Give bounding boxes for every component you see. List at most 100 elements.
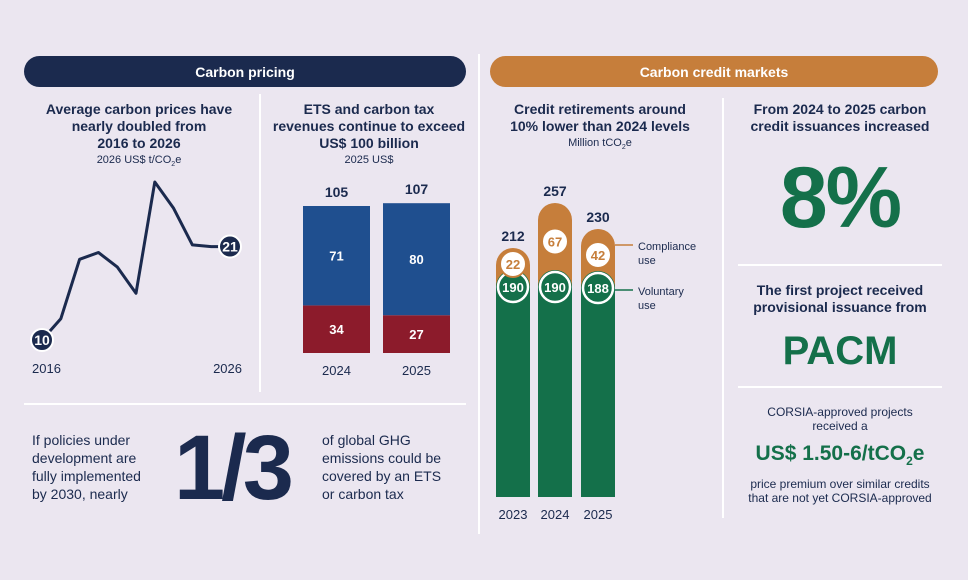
revenue-bar-segment-top [383, 203, 450, 316]
pacm-name: PACM [782, 329, 898, 373]
compliance-value-badge [541, 227, 569, 256]
x-tick-label: 2023 [499, 507, 528, 522]
carbon-price-line-chart: 10 21 2016 2026 [30, 180, 242, 376]
voluntary-value-label: 190 [544, 280, 566, 295]
issuance-increase-value: 8% [779, 150, 902, 246]
x-tick-label: 2026 [213, 361, 242, 376]
title-line: From 2024 to 2025 carbon [753, 101, 927, 117]
title-line: nearly doubled from [71, 118, 207, 134]
retirement-total-label: 212 [501, 228, 525, 244]
banner-label: Carbon pricing [195, 63, 295, 80]
policy-text-right: of global GHG emissions could be covered… [322, 431, 472, 503]
legend-text-line: use [638, 255, 656, 267]
unit-sub: 2 [621, 144, 626, 152]
title-line: 2016 to 2026 [97, 135, 181, 151]
price-point-marker [30, 328, 54, 352]
corsia-premium-value: US$ 1.50-6/tCO2e [732, 441, 948, 474]
legend-text-line: use [638, 300, 656, 312]
text-line: by 2030, nearly [32, 486, 128, 502]
unit-text: Million tCO [568, 137, 622, 149]
voluntary-bar-base [538, 480, 572, 497]
legend-compliance-label: Compliance use [638, 241, 696, 267]
price-point-marker [218, 234, 242, 259]
chart3-title: Credit retirements around 10% lower than… [482, 101, 718, 135]
text-line: fully implemented [32, 468, 141, 484]
voluntary-value-badge [538, 270, 572, 304]
divider [738, 264, 942, 266]
text-line: price premium over similar credits [750, 477, 930, 491]
text-line: or carbon tax [322, 486, 404, 502]
divider [478, 54, 480, 534]
text-line: of global GHG [322, 432, 411, 448]
revenue-bar-segment-bottom [383, 315, 450, 353]
title-line: Average carbon prices have [45, 101, 233, 117]
text-line: covered by an ETS [322, 468, 442, 484]
corsia-premium-desc: price premium over similar credits that … [732, 477, 948, 505]
text-line: emissions could be [322, 450, 442, 466]
revenue-segment-label: 80 [409, 252, 423, 267]
price-line [40, 180, 230, 341]
price-point-label: 21 [222, 239, 238, 255]
x-tick-label: 2024 [322, 363, 351, 378]
chart1-unit: 2026 US$ t/CO2e [24, 154, 254, 168]
one-third-figure: 1/3 [174, 417, 294, 519]
voluntary-value-badge [581, 271, 615, 305]
divider [24, 403, 466, 405]
unit-text: e [175, 154, 182, 166]
premium-sub: 2 [906, 454, 913, 469]
legend-text-line: Voluntary [638, 286, 684, 298]
divider [738, 386, 942, 388]
divider [722, 98, 724, 518]
retirement-total-label: 230 [586, 209, 610, 225]
revenue-total-label: 107 [405, 181, 429, 197]
unit-text: 2026 US$ t/CO [96, 154, 172, 166]
text-line: CORSIA-approved projects [767, 405, 913, 419]
revenue-bar-segment-top [303, 206, 370, 306]
policy-text-left: If policies under development are fully … [32, 431, 172, 503]
x-tick-label: 2025 [402, 363, 431, 378]
unit-text: e [625, 137, 632, 149]
revenue-total-label: 105 [325, 184, 349, 200]
revenue-segment-label: 34 [329, 322, 344, 337]
x-tick-label: 2025 [584, 507, 613, 522]
voluntary-bar-base [581, 480, 615, 497]
revenue-bar-segment-bottom [303, 305, 370, 353]
chart1-title: Average carbon prices have nearly double… [24, 101, 254, 152]
revenue-bar-chart: 34 71 105 2024 27 80 107 2025 [303, 181, 450, 378]
voluntary-bar-base [496, 480, 530, 497]
carbon-credit-markets-banner: Carbon credit markets [490, 56, 938, 87]
unit-sub: 2 [171, 161, 176, 169]
voluntary-bar-segment [581, 271, 615, 497]
compliance-value-label: 22 [506, 257, 520, 272]
title-line: US$ 100 billion [319, 135, 419, 151]
text-line: that are not yet CORSIA-approved [748, 491, 932, 505]
compliance-value-label: 67 [548, 235, 562, 250]
compliance-value-label: 42 [591, 248, 605, 263]
premium-text: US$ 1.50-6/tCO [755, 442, 907, 465]
revenue-segment-label: 27 [409, 327, 423, 342]
retirement-total-label: 257 [543, 183, 567, 199]
corsia-intro: CORSIA-approved projects received a [732, 405, 948, 433]
legend-text-line: Compliance [638, 241, 696, 253]
text-line: If policies under [32, 432, 131, 448]
divider [259, 94, 261, 392]
voluntary-bar-segment [538, 270, 572, 497]
voluntary-value-label: 188 [587, 281, 609, 296]
text-line: The first project received [756, 282, 924, 298]
voluntary-bar-segment [496, 270, 530, 497]
title-line: 10% lower than 2024 levels [510, 118, 690, 134]
chart2-title: ETS and carbon tax revenues continue to … [262, 101, 476, 152]
legend-voluntary-label: Voluntary use [638, 286, 684, 312]
premium-text: e [912, 442, 925, 465]
chart3-unit: Million tCO2e [482, 137, 718, 151]
compliance-value-badge [584, 241, 612, 269]
title-line: ETS and carbon tax [303, 101, 435, 117]
compliance-value-badge [499, 250, 527, 278]
text-line: provisional issuance from [753, 299, 927, 315]
issuance-title: From 2024 to 2025 carbon credit issuance… [732, 101, 948, 135]
x-tick-label: 2024 [541, 507, 570, 522]
x-tick-label: 2016 [32, 361, 61, 376]
revenue-segment-label: 71 [329, 249, 343, 264]
credit-retirements-chart: 190 22 212 2023 190 67 257 2024 188 42 230 2025 Comp… [496, 183, 696, 522]
title-line: revenues continue to exceed [272, 118, 466, 134]
